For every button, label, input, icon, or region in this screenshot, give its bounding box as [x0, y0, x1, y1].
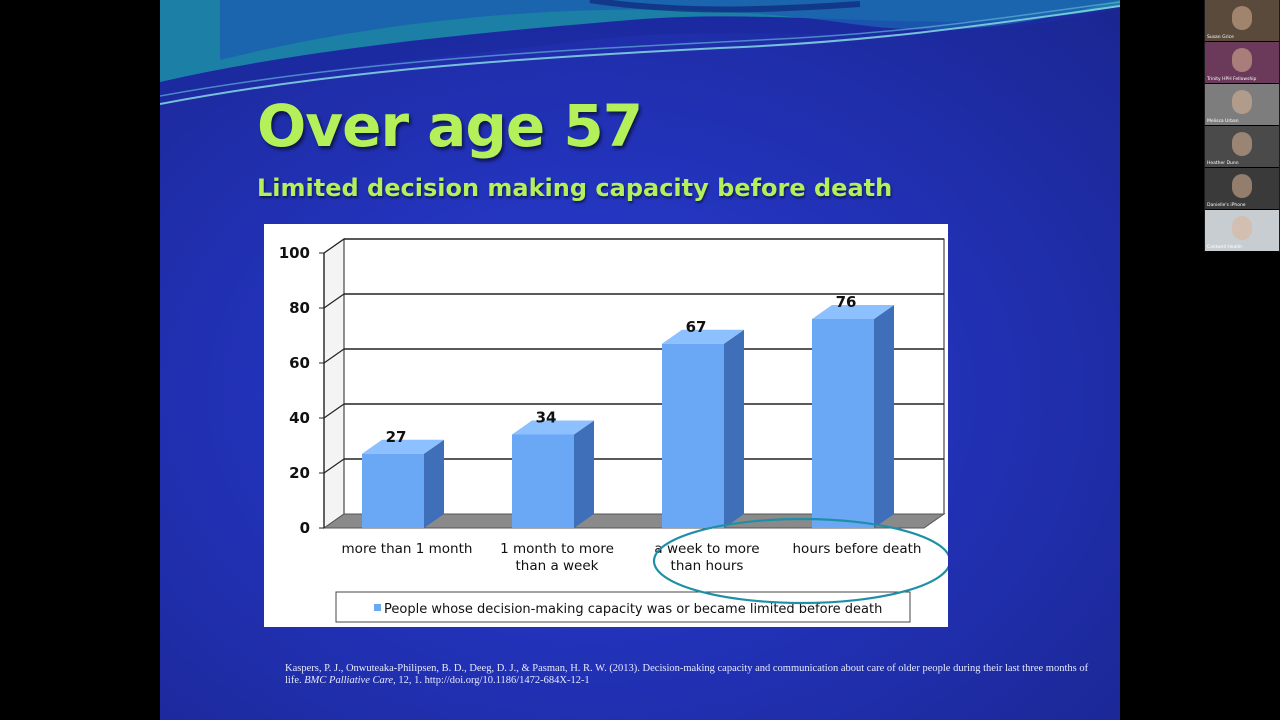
bar-chart: 0 20 40 60 80 100 27 more than 1 month 34 1 month…	[264, 224, 948, 627]
participant-video	[1232, 48, 1252, 72]
legend-box	[335, 591, 911, 623]
data-label: 27	[386, 428, 407, 446]
participant-tile[interactable]: Danielle's iPhone	[1205, 168, 1279, 210]
bar	[362, 453, 424, 528]
bar-top	[812, 305, 894, 319]
participant-tile[interactable]: Susan Grice	[1205, 0, 1279, 42]
bar	[512, 434, 574, 528]
participant-name: Susan Grice	[1207, 35, 1234, 40]
participant-video	[1232, 6, 1252, 30]
y-tick-label: 20	[289, 464, 310, 482]
bar-top	[512, 420, 594, 435]
y-gridline-side	[323, 348, 345, 364]
bar-side	[874, 305, 894, 528]
participant-tile[interactable]: Melissa Urban	[1205, 84, 1279, 126]
y-tick-label: 60	[289, 354, 310, 372]
participant-tile[interactable]: Caldwell Health	[1205, 210, 1279, 252]
participant-panel: Susan Grice Trinity HPH Fellowship Melissa…	[1204, 0, 1280, 252]
category-label: a week to more than hours	[654, 541, 759, 574]
participant-video	[1232, 216, 1252, 240]
y-gridline-side	[323, 403, 345, 419]
participant-name: Melissa Urban	[1207, 119, 1239, 124]
bar-top	[362, 439, 444, 454]
category-label-line: than a week	[515, 558, 598, 574]
category-label: hours before death	[793, 541, 922, 557]
bar-side	[574, 420, 594, 528]
y-gridline-side	[323, 293, 345, 309]
participant-name: Trinity HPH Fellowship	[1207, 77, 1257, 82]
category-label-line: than hours	[671, 558, 744, 574]
category-label-line: 1 month to more	[500, 541, 614, 557]
citation: Kaspers, P. J., Onwuteaka-Philipsen, B. …	[285, 663, 1105, 687]
data-label: 76	[836, 293, 857, 311]
participant-video	[1232, 132, 1252, 156]
bar-side	[724, 329, 744, 528]
chart-side-wall	[323, 238, 345, 529]
slide-subtitle: Limited decision making capacity before …	[257, 174, 893, 202]
bar-top	[662, 329, 744, 344]
chart-canvas: 0 20 40 60 80 100 27 more than 1 month 34 1 month…	[279, 238, 948, 623]
category-label: 1 month to more than a week	[500, 541, 614, 574]
decorative-wave	[160, 0, 1120, 105]
data-label: 34	[536, 409, 557, 427]
legend-label: People whose decision-making capacity wa…	[384, 602, 882, 617]
category-label: more than 1 month	[342, 541, 473, 557]
bar	[662, 343, 724, 528]
bar	[812, 319, 874, 528]
citation-journal: BMC Palliative Care	[304, 675, 394, 686]
participant-tile[interactable]: Trinity HPH Fellowship	[1205, 42, 1279, 84]
bar-side	[424, 439, 444, 528]
slide-title: Over age 57	[257, 92, 643, 160]
participant-name: Danielle's iPhone	[1207, 203, 1246, 208]
participant-tile[interactable]: Heather Dunn	[1205, 126, 1279, 168]
participant-video	[1232, 90, 1252, 114]
participant-name: Caldwell Health	[1207, 245, 1243, 250]
highlight-ellipse	[652, 517, 948, 605]
category-label-line: a week to more	[654, 541, 759, 557]
y-tick-label: 80	[289, 299, 310, 317]
y-tick-label: 100	[279, 244, 310, 262]
y-tick-label: 0	[300, 519, 310, 537]
y-gridline-side	[323, 458, 345, 474]
presentation-slide: Over age 57 Limited decision making capa…	[160, 0, 1120, 720]
y-gridline-side	[323, 238, 345, 254]
participant-name: Heather Dunn	[1207, 161, 1239, 166]
category-label-line: more than 1 month	[342, 541, 473, 557]
category-label-line: hours before death	[793, 541, 922, 557]
citation-text-1: Kaspers, P. J., Onwuteaka-Philipsen, B. …	[285, 663, 1089, 686]
legend-swatch	[374, 604, 381, 611]
citation-text-2: , 12, 1. http://doi.org/10.1186/1472-684…	[393, 675, 590, 686]
y-tick-label: 40	[289, 409, 310, 427]
participant-video	[1232, 174, 1252, 198]
data-label: 67	[686, 318, 707, 336]
